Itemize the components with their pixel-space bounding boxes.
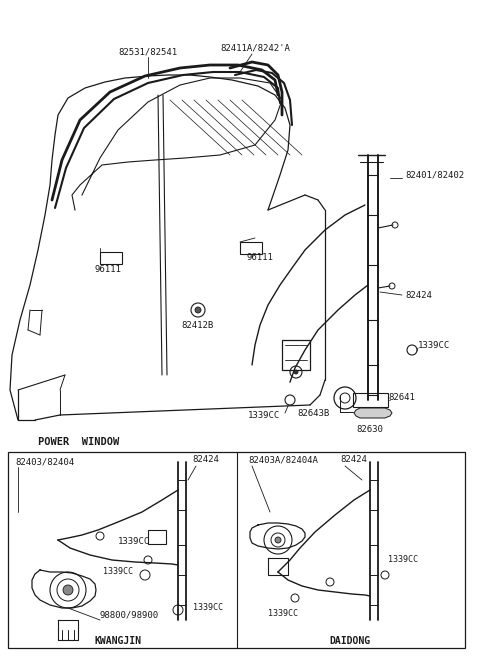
- Text: 96111: 96111: [95, 265, 121, 275]
- Text: 82424: 82424: [340, 455, 367, 464]
- Circle shape: [63, 585, 73, 595]
- Text: 82411A/8242'A: 82411A/8242'A: [220, 43, 290, 53]
- Text: POWER  WINDOW: POWER WINDOW: [38, 437, 119, 447]
- Text: 1339CC: 1339CC: [193, 602, 223, 612]
- Text: 1339CC: 1339CC: [268, 608, 298, 618]
- Text: 1339CC: 1339CC: [418, 340, 450, 350]
- Bar: [282, 340, 310, 370]
- Circle shape: [294, 370, 298, 374]
- Text: 1339CC: 1339CC: [248, 411, 280, 420]
- Text: 82403/82404: 82403/82404: [15, 457, 74, 466]
- Text: 82424: 82424: [405, 290, 432, 300]
- Text: 82401/82402: 82401/82402: [405, 171, 464, 179]
- Text: 82643B: 82643B: [298, 409, 330, 417]
- Bar: [240, 242, 262, 254]
- Text: 1339CC: 1339CC: [118, 537, 150, 547]
- Text: KWANGJIN: KWANGJIN: [95, 636, 142, 646]
- Bar: [100, 252, 122, 264]
- Text: 82531/82541: 82531/82541: [119, 47, 178, 57]
- Circle shape: [275, 537, 281, 543]
- Polygon shape: [354, 408, 392, 418]
- Bar: [353, 393, 388, 407]
- Text: 98800/98900: 98800/98900: [100, 610, 159, 620]
- Text: 1339CC: 1339CC: [388, 556, 418, 564]
- Bar: [148, 530, 166, 544]
- Text: 82403A/82404A: 82403A/82404A: [248, 455, 318, 464]
- Text: 96111: 96111: [247, 254, 274, 263]
- Text: 82424: 82424: [192, 455, 219, 464]
- Text: DAIDONG: DAIDONG: [329, 636, 371, 646]
- Bar: [8, 452, 465, 648]
- Text: 82641: 82641: [388, 392, 415, 401]
- Circle shape: [195, 307, 201, 313]
- Text: 82412B: 82412B: [182, 321, 214, 330]
- Text: 1339CC: 1339CC: [103, 568, 133, 576]
- Text: 82630: 82630: [357, 426, 384, 434]
